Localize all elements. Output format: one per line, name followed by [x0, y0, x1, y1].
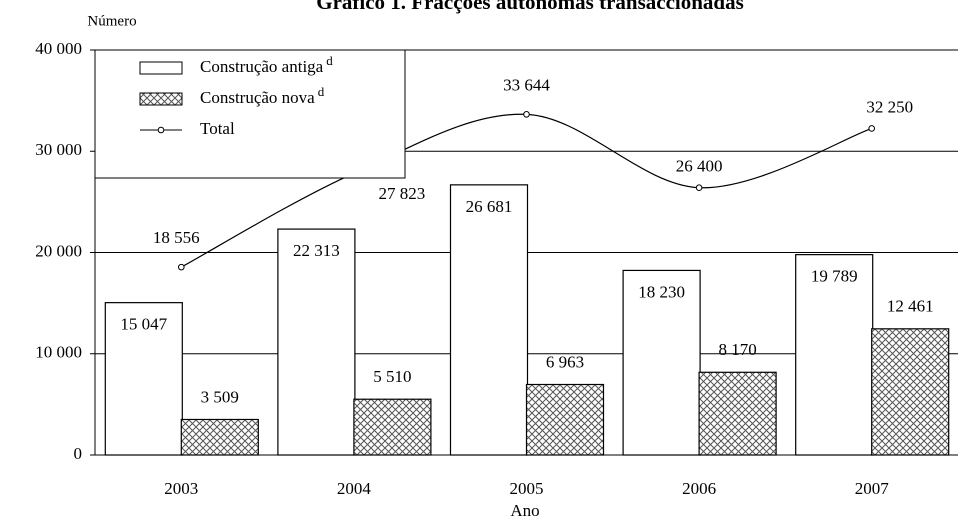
- legend-label: Total: [200, 119, 235, 138]
- legend-name: Total: [200, 119, 235, 138]
- bar: [353, 398, 432, 456]
- value-label: 3 509: [201, 387, 239, 406]
- line-marker: [178, 263, 185, 271]
- value-label: 5 510: [373, 367, 411, 386]
- y-tick-label: 0: [74, 444, 83, 463]
- legend-swatch-marker: [157, 126, 165, 134]
- chart-title: Gráfico 1. Fracções autónomas transaccio…: [316, 0, 744, 14]
- bar: [871, 328, 950, 456]
- y-tick-label: 40 000: [35, 39, 82, 58]
- x-tick-label: 2003: [164, 479, 198, 498]
- y-tick-label: 10 000: [35, 343, 82, 362]
- value-label: 18 230: [638, 282, 685, 301]
- value-label: 18 556: [153, 228, 200, 247]
- bar: [698, 371, 777, 456]
- legend-name: Construção nova: [200, 88, 315, 107]
- bar: [449, 184, 529, 456]
- x-tick-label: 2007: [855, 479, 890, 498]
- x-tick-label: 2006: [682, 479, 716, 498]
- bar: [180, 418, 259, 456]
- y-tick-label: 30 000: [35, 140, 82, 159]
- value-label: 12 461: [887, 297, 934, 316]
- value-label: 6 963: [546, 352, 584, 371]
- x-axis-label: Ano: [510, 501, 539, 520]
- legend-swatch: [139, 92, 183, 106]
- legend-name: Construção antiga: [200, 57, 324, 76]
- legend-label: Construção nova d: [200, 84, 325, 107]
- legend-superscript: d: [326, 53, 333, 68]
- legend-label: Construção antiga d: [200, 53, 333, 76]
- legend-superscript: d: [318, 84, 325, 99]
- value-label: 27 823: [379, 184, 426, 203]
- bar: [525, 383, 605, 456]
- bar: [277, 228, 356, 456]
- legend-swatch: [139, 61, 183, 75]
- line-marker: [695, 184, 703, 191]
- value-label: 32 250: [866, 97, 913, 116]
- bar: [104, 302, 183, 456]
- value-label: 19 789: [811, 267, 858, 286]
- value-label: 8 170: [718, 340, 756, 359]
- line-marker: [868, 125, 876, 132]
- x-tick-label: 2005: [510, 479, 544, 498]
- value-label: 22 313: [293, 241, 340, 260]
- value-label: 26 681: [466, 197, 513, 216]
- value-label: 26 400: [676, 157, 723, 176]
- y-axis-label: Número: [87, 13, 136, 29]
- y-tick-label: 20 000: [35, 241, 82, 260]
- x-tick-label: 2004: [337, 479, 372, 498]
- value-label: 33 644: [503, 75, 550, 94]
- value-label: 15 047: [120, 315, 167, 334]
- line-marker: [523, 111, 530, 118]
